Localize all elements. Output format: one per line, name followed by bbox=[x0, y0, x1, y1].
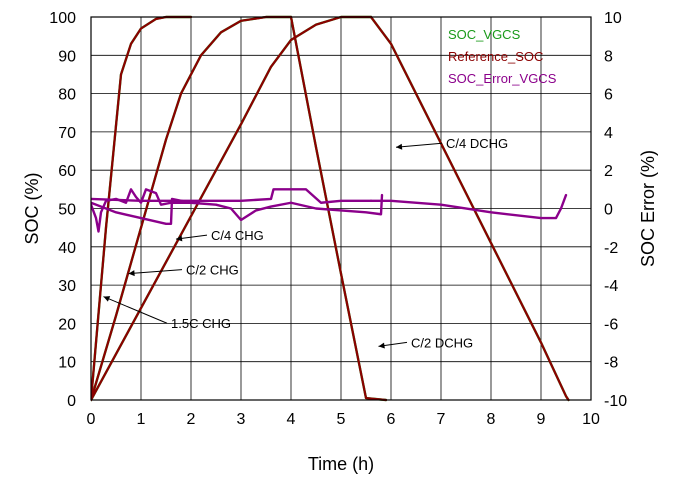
y-tick-label: 10 bbox=[58, 355, 76, 372]
y2-tick-label: -10 bbox=[604, 393, 627, 410]
y2-tick-label: 10 bbox=[604, 10, 622, 27]
x-tick-label: 8 bbox=[487, 411, 496, 428]
annotation-label: C/4 CHG bbox=[211, 228, 264, 243]
y-axis-title: SOC (%) bbox=[22, 173, 42, 245]
y-tick-label: 100 bbox=[49, 10, 76, 27]
annotation: 1.5C CHG bbox=[103, 296, 231, 331]
x-tick-label: 9 bbox=[537, 411, 546, 428]
x-axis-title: Time (h) bbox=[308, 454, 374, 474]
annotation-arrowhead bbox=[128, 270, 135, 277]
plot-frame bbox=[90, 16, 592, 401]
annotation-arrowhead bbox=[378, 342, 385, 349]
y-tick-label: 20 bbox=[58, 316, 76, 333]
legend-item: SOC_Error_VGCS bbox=[448, 71, 557, 86]
x-tick-label: 7 bbox=[437, 411, 446, 428]
annotation-arrowhead bbox=[103, 296, 111, 302]
y2-tick-label: 2 bbox=[604, 163, 613, 180]
annotation-label: 1.5C CHG bbox=[171, 316, 231, 331]
annotation-label: C/2 CHG bbox=[186, 263, 239, 278]
y-tick-label: 40 bbox=[58, 240, 76, 257]
y2-tick-label: -8 bbox=[604, 355, 618, 372]
y-tick-label: 80 bbox=[58, 87, 76, 104]
y2-tick-label: 4 bbox=[604, 125, 613, 142]
series-line-soc-error-vgcs bbox=[91, 188, 373, 204]
series-line-reference-soc bbox=[369, 15, 570, 402]
annotation-arrowhead bbox=[396, 143, 403, 150]
series-line-reference-soc bbox=[91, 15, 373, 402]
x-tick-label: 10 bbox=[582, 411, 600, 428]
ticks: 0 1 2 3 4 5 6 7 8 9 100102030405060708090100-10-8-… bbox=[49, 10, 627, 428]
y-tick-label: 50 bbox=[58, 202, 76, 219]
y2-tick-label: -6 bbox=[604, 316, 618, 333]
y2-tick-label: 0 bbox=[604, 202, 613, 219]
x-tick-label: 4 bbox=[287, 411, 296, 428]
y-tick-label: 90 bbox=[58, 48, 76, 65]
annotation: C/4 DCHG bbox=[395, 136, 508, 151]
annotation-arrow bbox=[128, 269, 183, 275]
annotation-arrowhead bbox=[176, 235, 183, 242]
legend: SOC_VGCS Reference_SOC SOC_Error_VGCS bbox=[448, 27, 557, 86]
x-tick-label: 5 bbox=[337, 411, 346, 428]
annotation-arrow bbox=[103, 296, 168, 324]
annotation: C/2 DCHG bbox=[378, 335, 473, 350]
y-tick-label: 70 bbox=[58, 125, 76, 142]
annotation: C/2 CHG bbox=[128, 263, 239, 278]
y-tick-label: 30 bbox=[58, 278, 76, 295]
annotation-arrow bbox=[395, 142, 443, 148]
y-tick-label: 0 bbox=[67, 393, 76, 410]
y2-axis-title: SOC Error (%) bbox=[638, 150, 658, 267]
x-tick-label: 0 bbox=[87, 411, 96, 428]
y2-tick-label: -2 bbox=[604, 240, 618, 257]
x-tick-label: 6 bbox=[387, 411, 396, 428]
series-line-soc-error-vgcs bbox=[289, 193, 384, 216]
y2-tick-label: 8 bbox=[604, 48, 613, 65]
series-line-reference-soc bbox=[91, 15, 293, 402]
y2-tick-label: -4 bbox=[604, 278, 618, 295]
y2-tick-label: 6 bbox=[604, 87, 613, 104]
legend-item: SOC_VGCS bbox=[448, 27, 521, 42]
annotation-label: C/4 DCHG bbox=[446, 136, 508, 151]
x-tick-label: 2 bbox=[187, 411, 196, 428]
y-tick-label: 60 bbox=[58, 163, 76, 180]
series-line-reference-soc bbox=[289, 15, 388, 402]
series-line-soc-error-vgcs bbox=[369, 193, 568, 220]
legend-item: Reference_SOC bbox=[448, 49, 543, 64]
annotation: C/4 CHG bbox=[175, 228, 264, 243]
series-line-soc-error-vgcs bbox=[91, 197, 293, 226]
annotation-label: C/2 DCHG bbox=[411, 335, 473, 350]
x-tick-label: 3 bbox=[237, 411, 246, 428]
x-tick-label: 1 bbox=[137, 411, 146, 428]
annotations: C/4 DCHG C/4 CHG C/2 CHG 1.5C CHG C/2 DCHG bbox=[103, 136, 508, 350]
